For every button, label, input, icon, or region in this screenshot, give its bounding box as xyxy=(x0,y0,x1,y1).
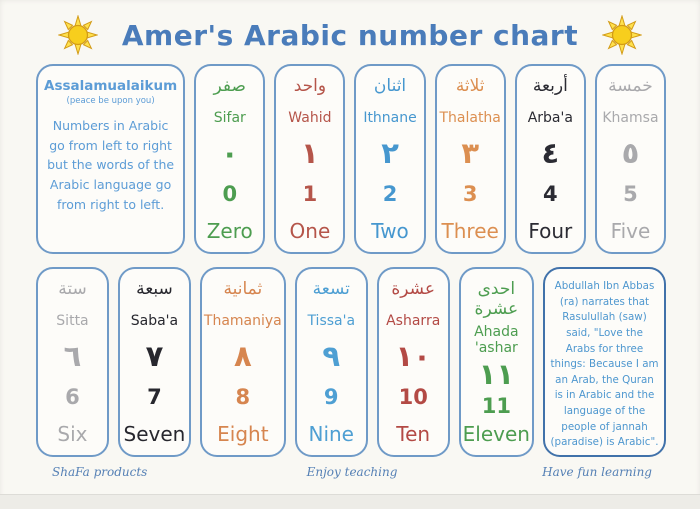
footer-slogan-center: Enjoy teaching xyxy=(306,465,398,479)
arabic-numeral: ٩ xyxy=(322,339,341,374)
english-word: Five xyxy=(610,218,651,243)
english-word: Eleven xyxy=(462,421,530,446)
header: Amer's Arabic number chart xyxy=(0,0,700,64)
western-numeral: 1 xyxy=(302,181,318,206)
english-word: Eight xyxy=(217,421,269,446)
english-word: Six xyxy=(57,421,88,446)
transliteration: Sifar xyxy=(213,109,246,126)
arabic-word: عشرة xyxy=(391,279,435,299)
hadith-text: Abdullah Ibn Abbas (ra) narrates that Ra… xyxy=(550,280,659,449)
arabic-word: اثنان xyxy=(373,76,407,96)
arabic-word: احدى عشرة xyxy=(474,279,519,319)
western-numeral: 5 xyxy=(623,181,638,206)
english-word: Three xyxy=(441,218,499,243)
number-card-eleven: احدى عشرة Ahada 'ashar ١١ 11 Eleven xyxy=(458,267,534,457)
transliteration: Ithnane xyxy=(363,109,417,126)
number-card-two: اثنان Ithnane ٢ 2 Two xyxy=(354,64,426,254)
transliteration: Saba'a xyxy=(130,312,179,329)
number-card-five: خمسة Khamsa ٥ 5 Five xyxy=(594,64,667,254)
number-card-four: أربعة Arba'a ٤ 4 Four xyxy=(514,64,586,254)
transliteration: Thamaniya xyxy=(203,312,282,329)
page-title: Amer's Arabic number chart xyxy=(121,18,579,52)
arabic-numeral: ٣ xyxy=(461,136,480,171)
number-card-seven: سبعة Saba'a ٧ 7 Seven xyxy=(117,267,191,457)
english-word: Ten xyxy=(396,421,431,446)
arabic-numeral: ١ xyxy=(301,136,319,171)
english-word: One xyxy=(289,218,331,243)
number-card-one: واحد Wahid ١ 1 One xyxy=(274,64,346,254)
transliteration: Wahid xyxy=(288,109,332,126)
transliteration: Sitta xyxy=(56,312,89,329)
western-numeral: 7 xyxy=(147,384,162,409)
footer: ShaFa products Enjoy teaching Have fun l… xyxy=(0,457,700,479)
western-numeral: 0 xyxy=(222,181,238,206)
transliteration: Thalatha xyxy=(439,109,501,126)
arabic-numeral: ٠ xyxy=(220,136,239,171)
arabic-numeral: ٤ xyxy=(541,136,560,171)
arabic-word: خمسة xyxy=(608,76,653,96)
western-numeral: 2 xyxy=(382,181,398,206)
transliteration: Tissa'a xyxy=(307,312,356,329)
arabic-numeral: ٧ xyxy=(145,339,164,374)
western-numeral: 10 xyxy=(398,384,428,409)
hadith-card: Abdullah Ibn Abbas (ra) narrates that Ra… xyxy=(543,267,666,457)
arabic-word: سبعة xyxy=(136,279,173,299)
arabic-numeral: ٥ xyxy=(621,136,640,171)
number-card-six: ستة Sitta ٦ 6 Six xyxy=(36,267,109,457)
english-word: Two xyxy=(371,218,409,243)
western-numeral: 4 xyxy=(543,181,558,206)
western-numeral: 6 xyxy=(65,384,80,409)
intro-heading: Assalamualaikum xyxy=(44,78,178,94)
number-card-ten: عشرة Asharra ١٠ 10 Ten xyxy=(376,267,450,457)
english-word: Four xyxy=(528,218,573,243)
number-card-zero: صفر Sifar ٠ 0 Zero xyxy=(194,64,266,254)
intro-subheading: (peace be upon you) xyxy=(66,96,155,106)
western-numeral: 8 xyxy=(235,384,251,409)
number-card-eight: ثمانية Thamaniya ٨ 8 Eight xyxy=(199,267,286,457)
arabic-word: أربعة xyxy=(532,76,568,96)
english-word: Zero xyxy=(206,218,253,243)
arabic-numeral: ٨ xyxy=(233,339,252,374)
number-card-three: ثلاثة Thalatha ٣ 3 Three xyxy=(434,64,506,254)
arabic-word: تسعة xyxy=(312,279,350,299)
transliteration: Ahada 'ashar xyxy=(474,323,519,356)
arabic-numeral: ١٠ xyxy=(395,339,431,374)
sun-icon-left xyxy=(57,15,98,55)
arabic-word: صفر xyxy=(213,76,246,96)
card-grid: Assalamualaikum (peace be upon you) Numb… xyxy=(0,64,700,457)
arabic-word: ثمانية xyxy=(223,279,263,299)
intro-card: Assalamualaikum (peace be upon you) Numb… xyxy=(36,64,186,254)
arabic-word: واحد xyxy=(293,76,327,96)
footer-slogan-right: Have fun learning xyxy=(542,465,652,479)
footer-brand: ShaFa products xyxy=(52,465,148,479)
sun-icon-right xyxy=(602,15,643,55)
arabic-numeral: ٢ xyxy=(381,136,399,171)
english-word: Nine xyxy=(308,421,354,446)
transliteration: Khamsa xyxy=(602,109,659,126)
western-numeral: 9 xyxy=(323,384,339,409)
english-word: Seven xyxy=(123,421,186,446)
transliteration: Asharra xyxy=(386,312,441,329)
arabic-word: ثلاثة xyxy=(455,76,485,96)
number-card-nine: تسعة Tissa'a ٩ 9 Nine xyxy=(294,267,368,457)
western-numeral: 3 xyxy=(462,181,478,206)
transliteration: Arba'a xyxy=(527,109,573,126)
row-bottom: ستة Sitta ٦ 6 Six سبعة Saba'a ٧ 7 Seven … xyxy=(36,267,666,457)
arabic-word: ستة xyxy=(58,279,87,299)
arabic-numeral: ٦ xyxy=(63,339,82,374)
row-top: Assalamualaikum (peace be upon you) Numb… xyxy=(36,64,667,254)
arabic-numeral: ١١ xyxy=(478,357,515,392)
western-numeral: 11 xyxy=(481,393,511,418)
intro-body: Numbers in Arabic go from left to right … xyxy=(47,118,175,212)
